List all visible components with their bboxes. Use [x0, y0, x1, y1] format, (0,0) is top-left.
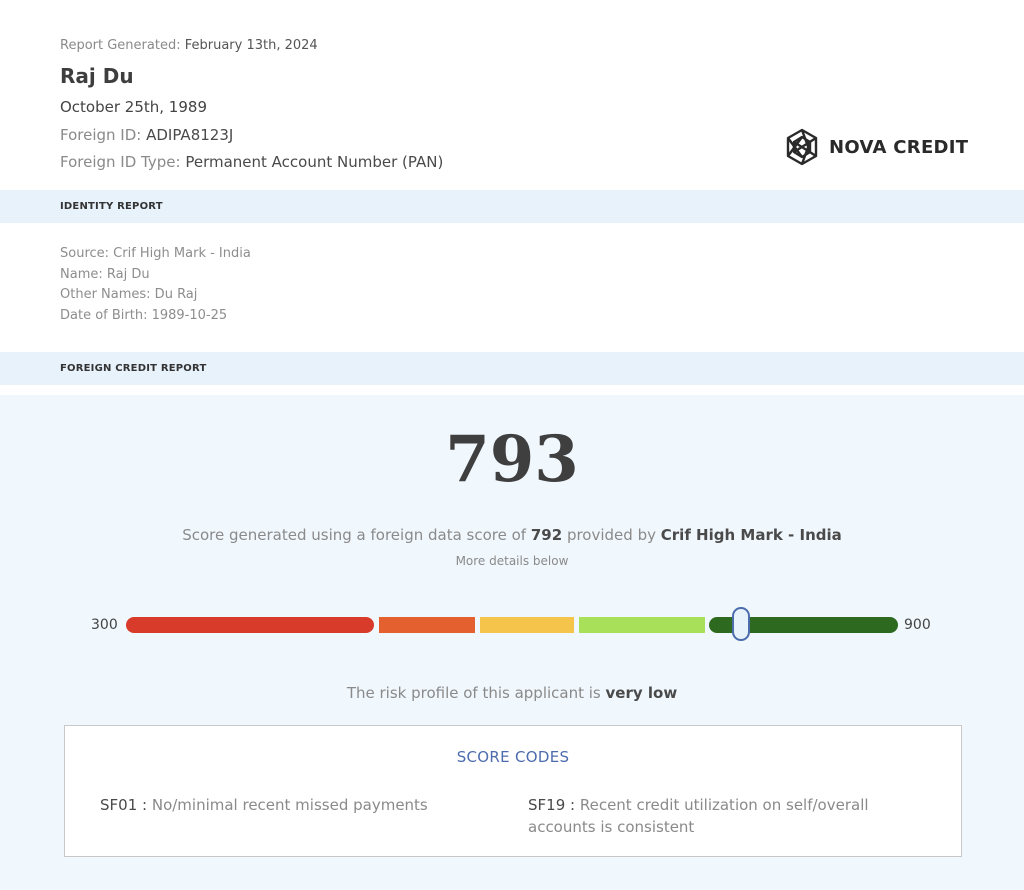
- scale-segment-excellent: [709, 617, 898, 633]
- score-code-item: SF19 : Recent credit utilization on self…: [528, 794, 888, 838]
- applicant-dob: October 25th, 1989: [60, 98, 207, 116]
- scale-segment-fair: [379, 617, 475, 633]
- foreign-credit-report-title: FOREIGN CREDIT REPORT: [60, 363, 207, 374]
- score-codes-box: SCORE CODES SF01 : No/minimal recent mis…: [64, 725, 962, 857]
- foreign-id-value: ADIPA8123J: [146, 126, 234, 144]
- credit-score: 793: [445, 422, 579, 497]
- score-code-id: SF19 :: [528, 796, 576, 814]
- nova-hex-logo-icon: [786, 128, 818, 166]
- foreign-credit-report-header: FOREIGN CREDIT REPORT: [0, 352, 1024, 385]
- foreign-id-type-label: Foreign ID Type:: [60, 153, 181, 171]
- score-code-item: SF01 : No/minimal recent missed payments: [100, 794, 500, 816]
- foreign-id-type: Foreign ID Type: Permanent Account Numbe…: [60, 153, 443, 171]
- scale-segment-average: [480, 617, 574, 633]
- identity-details: Source: Crif High Mark - India Name: Raj…: [60, 244, 251, 326]
- gen-prefix: Score generated using a foreign data sco…: [182, 526, 527, 544]
- score-code-id: SF01 :: [100, 796, 148, 814]
- report-header: Report Generated: February 13th, 2024 Ra…: [0, 0, 1024, 190]
- scale-segment-good: [579, 617, 705, 633]
- foreign-id-label: Foreign ID:: [60, 126, 142, 144]
- report-generated: Report Generated: February 13th, 2024: [60, 38, 318, 53]
- scale-min-label: 300: [91, 617, 118, 633]
- score-provider: Crif High Mark - India: [660, 526, 842, 544]
- logo-text: NOVA CREDIT: [829, 136, 969, 158]
- generated-label: Report Generated:: [60, 38, 181, 53]
- nova-credit-logo: NOVA CREDIT: [785, 128, 968, 166]
- identity-other-names: Other Names: Du Raj: [60, 287, 198, 302]
- identity-report-header: IDENTITY REPORT: [0, 190, 1024, 223]
- generated-date: February 13th, 2024: [184, 38, 318, 53]
- more-details-note: More details below: [455, 554, 569, 568]
- score-section: 793 Score generated using a foreign data…: [0, 395, 1024, 890]
- score-codes-title: SCORE CODES: [456, 748, 570, 766]
- score-code-desc: Recent credit utilization on self/overal…: [528, 796, 869, 836]
- identity-dob: Date of Birth: 1989-10-25: [60, 307, 228, 323]
- risk-level: very low: [605, 684, 678, 702]
- identity-source: Source: Crif High Mark - India: [60, 246, 251, 261]
- risk-profile: The risk profile of this applicant is ve…: [0, 684, 1024, 702]
- identity-report-title: IDENTITY REPORT: [60, 201, 163, 212]
- identity-name: Name: Raj Du: [60, 266, 150, 282]
- score-code-desc: No/minimal recent missed payments: [151, 796, 428, 814]
- gen-mid: provided by: [566, 526, 656, 544]
- foreign-data-score: 792: [530, 526, 563, 544]
- score-generated-line: Score generated using a foreign data sco…: [0, 526, 1024, 544]
- scale-segment-poor: [126, 617, 374, 633]
- foreign-id: Foreign ID: ADIPA8123J: [60, 126, 233, 144]
- foreign-id-type-value: Permanent Account Number (PAN): [185, 153, 444, 171]
- score-marker: [732, 607, 751, 641]
- applicant-name: Raj Du: [60, 64, 134, 88]
- scale-max-label: 900: [904, 617, 931, 633]
- risk-prefix: The risk profile of this applicant is: [346, 684, 601, 702]
